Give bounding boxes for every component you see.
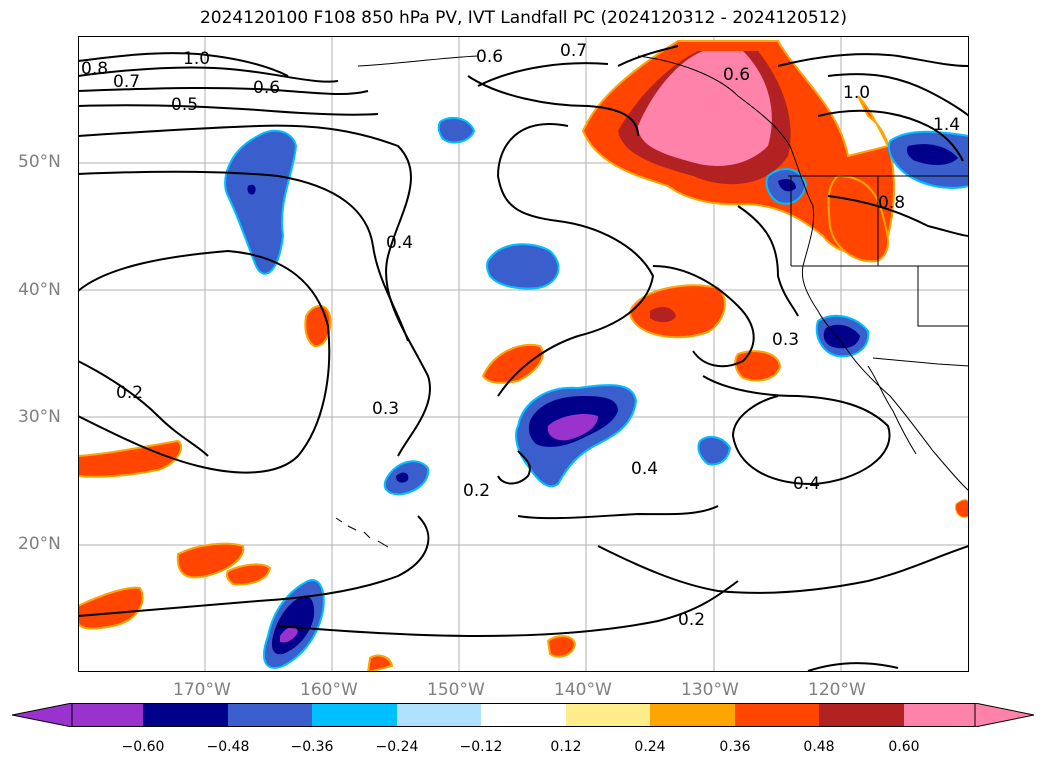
contour-label: 0.4 <box>793 474 820 494</box>
pv-positive-shading <box>77 40 970 674</box>
shade-south-small <box>546 635 577 658</box>
shade-mid-30n-core <box>547 414 598 441</box>
pv-contours <box>77 45 970 672</box>
contour-label: 0.6 <box>253 78 280 98</box>
contour-label: 1.0 <box>843 83 870 103</box>
shade-gulf-alaska-core <box>638 51 772 166</box>
contour-label: 0.7 <box>560 41 587 61</box>
contour-label: 0.5 <box>171 95 198 115</box>
pv-negative-shading <box>224 116 970 669</box>
contour-label: 0.8 <box>81 59 108 79</box>
coast-baja <box>867 365 917 455</box>
shade-hawaii-n-core <box>396 472 409 483</box>
coast-alaska <box>357 55 814 207</box>
contour-label: 0.2 <box>116 383 143 403</box>
map-panel[interactable]: 1.0 0.8 0.7 0.6 0.5 0.6 0.7 0.6 1.0 1.4 … <box>77 36 970 674</box>
border-states <box>790 176 969 327</box>
contour-label: 0.2 <box>678 610 705 630</box>
shade-ne-corner-core <box>906 144 958 165</box>
contour-labels: 1.0 0.8 0.7 0.6 0.5 0.6 0.7 0.6 1.0 1.4 … <box>81 41 960 630</box>
lat-label: 20°N <box>18 534 61 554</box>
coastlines <box>335 55 970 548</box>
colorbar-tick: −0.24 <box>375 739 419 755</box>
contour-label: 0.8 <box>878 193 905 213</box>
map-canvas[interactable]: 1.0 0.8 0.7 0.6 0.5 0.6 0.7 0.6 1.0 1.4 … <box>77 36 970 674</box>
contour-label: 1.4 <box>933 115 960 135</box>
colorbar-tick: 0.48 <box>803 739 835 755</box>
shade-sw-15n-core <box>280 627 298 643</box>
lon-label: 170°W <box>173 680 231 700</box>
shade-east-28n <box>697 435 732 466</box>
colorbar-tick: −0.36 <box>290 739 334 755</box>
lat-label: 50°N <box>18 152 61 172</box>
contour-label: 0.2 <box>463 481 490 501</box>
lon-label: 150°W <box>427 680 485 700</box>
colorbar-tick: 0.12 <box>550 739 582 755</box>
shade-sw-20 <box>176 542 245 579</box>
colorbar-tick: −0.12 <box>459 739 503 755</box>
shade-south-small2 <box>366 654 394 674</box>
shade-sw-20b <box>225 563 272 586</box>
lat-label: 40°N <box>18 280 61 300</box>
colorbar <box>12 703 1035 727</box>
contour-label: 0.7 <box>113 72 140 92</box>
shade-west-30 <box>77 439 183 478</box>
contour-label: 0.3 <box>772 330 799 350</box>
contour-label: 1.0 <box>183 49 210 69</box>
shade-west-mid <box>304 304 332 348</box>
shade-top-center <box>437 116 476 144</box>
colorbar-tick: 0.24 <box>634 739 666 755</box>
border-us-mexico <box>872 357 970 367</box>
lat-label: 30°N <box>18 407 61 427</box>
colorbar-tick: −0.60 <box>121 739 165 755</box>
map-title: 2024120100 F108 850 hPa PV, IVT Landfall… <box>199 8 847 28</box>
lon-label: 120°W <box>808 680 866 700</box>
shade-east-small <box>734 350 782 382</box>
colorbar-tick: −0.48 <box>206 739 250 755</box>
shade-mid-42n <box>486 243 560 290</box>
contour-label: 0.6 <box>476 47 503 67</box>
shade-central <box>481 343 544 384</box>
contour-label: 0.3 <box>372 399 399 419</box>
contour-label: 0.6 <box>723 65 750 85</box>
lon-label: 140°W <box>554 680 612 700</box>
lon-label: 160°W <box>300 680 358 700</box>
contour-label: 0.4 <box>386 233 413 253</box>
lon-label: 130°W <box>681 680 739 700</box>
shade-mid-east-core <box>650 306 676 323</box>
coast-hawaii <box>335 517 389 548</box>
map-border <box>78 36 969 672</box>
shade-west-50n-core <box>247 184 256 195</box>
shade-socal-core <box>823 324 860 349</box>
colorbar-tick: 0.36 <box>719 739 751 755</box>
colorbar-tick: 0.60 <box>888 739 920 755</box>
shade-west-50n <box>224 129 298 275</box>
shade-mid-east <box>629 284 726 339</box>
contour-label: 0.4 <box>631 459 658 479</box>
